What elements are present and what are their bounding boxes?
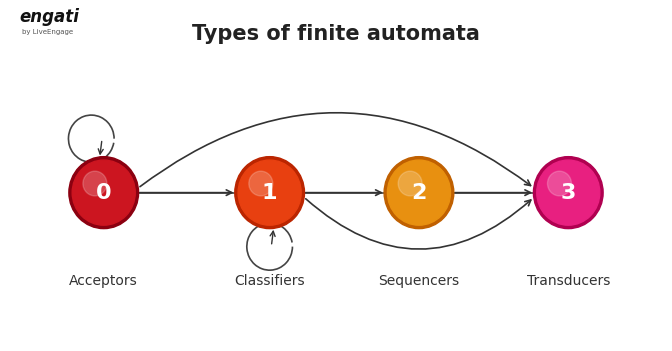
Text: Acceptors: Acceptors <box>69 274 138 288</box>
Text: 0: 0 <box>96 183 112 203</box>
Text: 2: 2 <box>411 183 427 203</box>
Text: 3: 3 <box>560 183 576 203</box>
Circle shape <box>548 171 571 196</box>
Circle shape <box>537 160 600 225</box>
Text: Sequencers: Sequencers <box>378 274 460 288</box>
Circle shape <box>72 160 135 225</box>
Text: Classifiers: Classifiers <box>235 274 305 288</box>
Circle shape <box>238 160 301 225</box>
Text: 1: 1 <box>262 183 278 203</box>
Text: by LiveEngage: by LiveEngage <box>22 28 73 35</box>
Circle shape <box>235 157 304 229</box>
Text: Transducers: Transducers <box>527 274 610 288</box>
Circle shape <box>69 157 138 229</box>
Circle shape <box>534 157 603 229</box>
Circle shape <box>388 160 450 225</box>
Circle shape <box>398 171 422 196</box>
Text: engati: engati <box>19 8 79 26</box>
Circle shape <box>384 157 454 229</box>
Circle shape <box>249 171 273 196</box>
Text: Types of finite automata: Types of finite automata <box>192 24 480 44</box>
Circle shape <box>83 171 107 196</box>
